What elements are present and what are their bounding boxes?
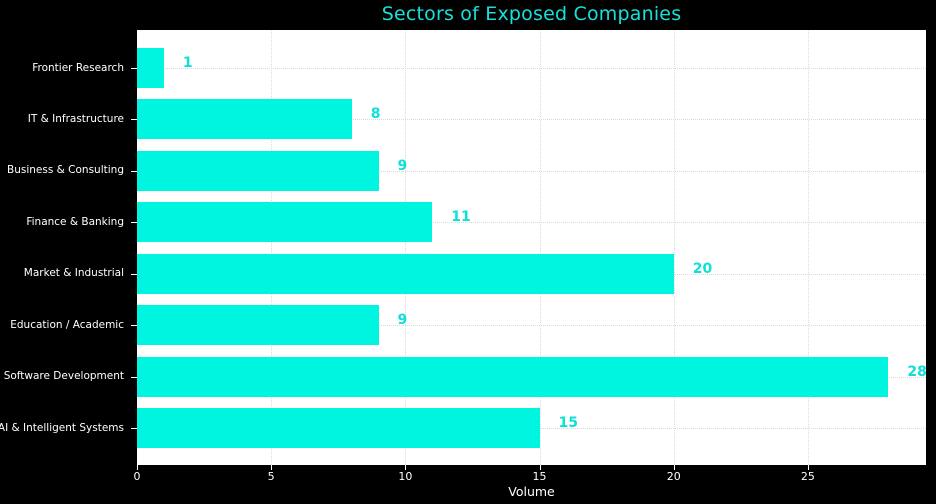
x-gridline: [807, 30, 809, 465]
y-tick-mark: [131, 170, 137, 172]
bar-value-label: 11: [451, 209, 471, 226]
x-gridline: [271, 30, 273, 465]
bar-value-label: 28: [907, 363, 927, 380]
y-tick-mark: [131, 68, 137, 69]
x-tick-label: 5: [267, 470, 275, 483]
x-tick-mark: [673, 465, 675, 470]
x-tick-label: 0: [133, 470, 141, 483]
y-gridline: [137, 170, 926, 172]
bar-value-label: 20: [692, 260, 713, 277]
plot-area: 1 8 9 11 20 9 28 15: [137, 30, 927, 465]
x-axis-title: Volume: [508, 484, 555, 499]
x-tick-mark: [405, 465, 407, 470]
x-gridline: [405, 30, 407, 465]
y-tick-mark: [131, 325, 137, 327]
y-axis-labels: Frontier Research IT & Infrastructure Busi…: [0, 30, 130, 465]
bar: [137, 305, 379, 346]
y-gridline: [137, 68, 926, 69]
y-tick-label: Market & Industrial: [23, 267, 124, 280]
x-tick-mark: [807, 465, 809, 470]
y-gridline: [137, 325, 926, 327]
y-gridline: [137, 119, 926, 121]
x-tick-label: 20: [666, 470, 681, 483]
y-tick-label: AI & Intelligent Systems: [0, 421, 124, 434]
y-tick-mark: [131, 428, 137, 429]
x-tick-mark: [137, 465, 138, 470]
y-tick-mark: [131, 119, 137, 121]
bar: [137, 253, 674, 294]
x-tick-mark: [271, 465, 273, 470]
y-tick-label: Finance & Banking: [26, 215, 124, 228]
y-tick-mark: [131, 376, 137, 378]
chart-title: Sectors of Exposed Companies: [381, 3, 682, 25]
y-gridline: [137, 222, 926, 224]
bar: [137, 99, 352, 140]
x-gridline: [539, 30, 541, 465]
y-tick-label: IT & Infrastructure: [27, 112, 124, 125]
bar-value-label: 9: [397, 312, 408, 329]
bar: [137, 150, 379, 191]
y-tick-mark: [131, 222, 137, 224]
bar-value-label: 15: [558, 415, 579, 431]
y-tick-label: Frontier Research: [32, 61, 124, 74]
bar-value-label: 8: [370, 106, 381, 123]
x-gridline: [673, 30, 675, 465]
bar: [137, 408, 540, 448]
bar-value-label: 1: [182, 55, 193, 71]
y-tick-label: Education / Academic: [10, 318, 124, 331]
bar: [137, 202, 433, 243]
y-tick-label: Software Development: [3, 370, 124, 383]
x-tick-label: 15: [532, 470, 547, 483]
x-tick-label: 10: [398, 470, 413, 483]
bar: [137, 356, 889, 397]
y-tick-mark: [131, 273, 137, 275]
x-tick-label: 25: [800, 470, 815, 483]
y-tick-label: Business & Consulting: [7, 164, 124, 177]
x-tick-mark: [539, 465, 541, 470]
bar: [137, 48, 164, 88]
bar-value-label: 9: [397, 157, 408, 174]
